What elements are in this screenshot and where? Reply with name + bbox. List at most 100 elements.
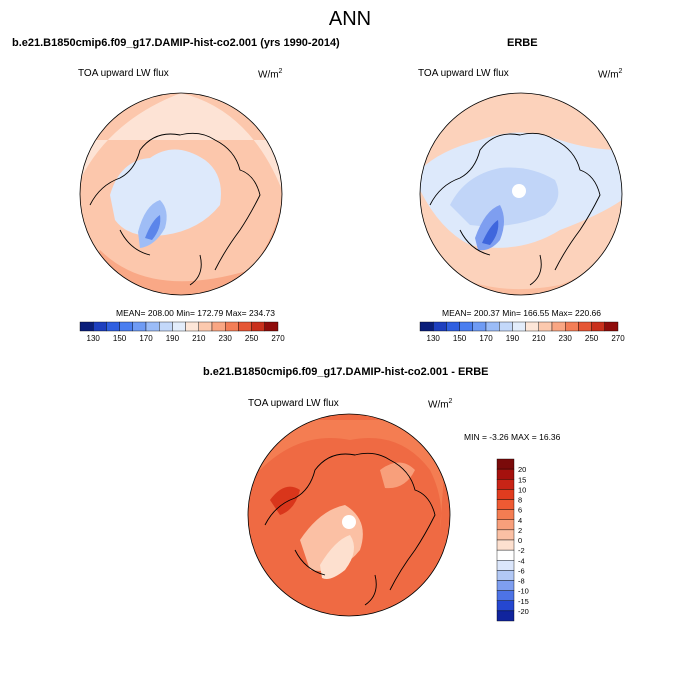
colorbar-tick-label: 190 bbox=[166, 334, 180, 343]
map-diff-greenland-core bbox=[320, 535, 354, 579]
map-obs-arctic-mid bbox=[450, 167, 559, 227]
units-base: W/m bbox=[428, 399, 449, 411]
map-obs-greenland-core bbox=[482, 220, 499, 245]
colorbar-tick-label: 210 bbox=[532, 334, 546, 343]
colorbar-box bbox=[591, 321, 605, 332]
colorbar-tick-label: 0 bbox=[518, 536, 522, 545]
colorbar-tick-label: 6 bbox=[518, 506, 522, 515]
panel-diff-title: b.e21.B1850cmip6.f09_g17.DAMIP-hist-co2.… bbox=[203, 366, 489, 378]
panel-model-title: b.e21.B1850cmip6.f09_g17.DAMIP-hist-co2.… bbox=[12, 37, 340, 49]
map-diff-border bbox=[247, 413, 451, 617]
colorbar-tick-label: 4 bbox=[518, 516, 522, 525]
colorbar-box bbox=[106, 321, 120, 332]
map-obs-pole-hole bbox=[512, 184, 526, 198]
colorbar-tick-label: -4 bbox=[518, 556, 525, 565]
main-title: ANN bbox=[328, 8, 372, 30]
colorbar-box bbox=[496, 539, 515, 551]
colorbar-box bbox=[496, 590, 515, 601]
colorbar-tick-label: 170 bbox=[479, 334, 493, 343]
colorbar-tick-label: 170 bbox=[139, 334, 153, 343]
colorbar-obs: 130 150 170 190 210 230 250 270 bbox=[419, 321, 625, 343]
map-model-greenland-core bbox=[145, 215, 161, 240]
map-obs-coastlines bbox=[429, 132, 601, 286]
panel-model-stats: MEAN= 208.00 Min= 172.79 Max= 234.73 bbox=[116, 308, 276, 318]
map-model-arctic-low bbox=[110, 149, 221, 236]
colorbar-box bbox=[446, 321, 460, 332]
colorbar-box bbox=[496, 549, 515, 561]
map-diff-coastlines bbox=[264, 452, 436, 606]
units-exp: 2 bbox=[278, 68, 283, 75]
colorbar-box bbox=[496, 458, 515, 470]
colorbar-box bbox=[496, 560, 515, 571]
colorbar-tick-label: -6 bbox=[518, 566, 525, 575]
colorbar-tick-label: 130 bbox=[87, 334, 101, 343]
colorbar-box bbox=[92, 321, 107, 332]
colorbar-box bbox=[496, 499, 515, 510]
colorbar-box bbox=[433, 321, 447, 332]
colorbar-tick-label: 2 bbox=[518, 526, 522, 535]
panel-obs-variable: TOA upward LW flux bbox=[418, 68, 509, 79]
colorbar-box bbox=[496, 529, 515, 541]
colorbar-tick-label: 270 bbox=[271, 334, 285, 343]
colorbar-tick-label: 250 bbox=[245, 334, 259, 343]
map-model-field-band bbox=[80, 200, 282, 295]
colorbar-box bbox=[472, 321, 487, 332]
colorbar-box bbox=[238, 321, 252, 332]
units-base: W/m bbox=[258, 69, 279, 81]
colorbar-tick-label: 210 bbox=[192, 334, 206, 343]
colorbar-tick-label: -8 bbox=[518, 577, 525, 586]
panel-diff-variable: TOA upward LW flux bbox=[248, 398, 339, 409]
colorbar-box bbox=[496, 519, 515, 531]
colorbar-box bbox=[499, 321, 513, 332]
colorbar-box bbox=[496, 479, 515, 490]
colorbar-tick-label: 230 bbox=[559, 334, 573, 343]
map-obs bbox=[419, 92, 623, 296]
colorbar-tick-label: 130 bbox=[427, 334, 441, 343]
map-diff-warm-patch bbox=[380, 462, 415, 489]
colorbar-box bbox=[525, 321, 539, 332]
panel-obs-title: ERBE bbox=[507, 37, 538, 49]
colorbar-tick-label: 270 bbox=[611, 334, 625, 343]
colorbar-tick-label: 10 bbox=[518, 485, 526, 494]
panel-model-variable: TOA upward LW flux bbox=[78, 68, 169, 79]
colorbar-tick-label: 15 bbox=[518, 475, 526, 484]
map-obs-border bbox=[419, 92, 623, 296]
map-model bbox=[79, 92, 283, 296]
colorbar-box bbox=[496, 600, 515, 612]
colorbar-box bbox=[496, 570, 515, 581]
colorbar-box bbox=[119, 321, 133, 332]
colorbar-box bbox=[496, 580, 515, 591]
colorbar-box bbox=[496, 468, 515, 480]
panel-diff-stats: MIN = -3.26 MAX = 16.36 bbox=[464, 432, 561, 442]
units-exp: 2 bbox=[448, 398, 453, 405]
map-model-coastlines bbox=[89, 132, 261, 286]
colorbar-tick-label: -10 bbox=[518, 587, 529, 596]
colorbar-box bbox=[132, 321, 147, 332]
colorbar-box bbox=[496, 610, 515, 622]
colorbar-box bbox=[224, 321, 239, 332]
colorbar-box bbox=[538, 321, 553, 332]
colorbar-tick-label: 230 bbox=[219, 334, 233, 343]
colorbar-box bbox=[496, 489, 515, 500]
units-exp: 2 bbox=[618, 68, 623, 75]
colorbar-box bbox=[251, 321, 266, 332]
colorbar-tick-label: -2 bbox=[518, 546, 525, 555]
panel-obs-stats: MEAN= 200.37 Min= 166.55 Max= 220.66 bbox=[442, 308, 602, 318]
colorbar-box bbox=[565, 321, 579, 332]
map-diff-pole-hole bbox=[342, 515, 356, 529]
colorbar-box bbox=[158, 321, 173, 332]
colorbar-tick-label: 190 bbox=[506, 334, 520, 343]
colorbar-tick-label: -15 bbox=[518, 597, 529, 606]
map-model-field-band bbox=[80, 93, 282, 190]
colorbar-box bbox=[79, 321, 94, 332]
colorbar-box bbox=[496, 509, 515, 520]
colorbar-box bbox=[185, 321, 200, 332]
colorbar-model: 130 150 170 190 210 230 250 270 bbox=[79, 321, 285, 343]
colorbar-box bbox=[211, 321, 226, 332]
colorbar-box bbox=[419, 321, 434, 332]
colorbar-box bbox=[512, 321, 526, 332]
colorbar-box bbox=[145, 321, 160, 332]
map-model-border bbox=[79, 92, 283, 296]
